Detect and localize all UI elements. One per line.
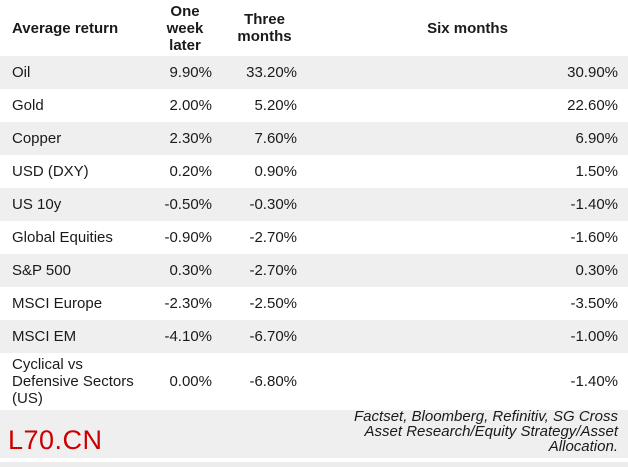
cell-one-week: -4.10%: [164, 328, 212, 345]
row-label: Gold: [12, 97, 44, 114]
average-returns-table: Average return One week later Three mont…: [0, 0, 628, 410]
row-label: Copper: [12, 130, 62, 147]
row-label: Cyclical vs Defensive Sectors (US): [12, 356, 134, 407]
cell-one-week: -0.50%: [164, 196, 212, 213]
cell-six-months: 22.60%: [567, 97, 618, 114]
row-label: MSCI EM: [12, 328, 77, 345]
cell-six-months: 30.90%: [567, 64, 618, 81]
table-row-usd-dxy: USD (DXY) 0.20% 0.90% 1.50%: [0, 155, 628, 188]
cell-six-months: 1.50%: [575, 163, 618, 180]
cell-one-week: 2.30%: [169, 130, 212, 147]
source-credit: Factset, Bloomberg, Refinitiv, SG Cross …: [354, 408, 618, 455]
cell-one-week: 0.30%: [169, 262, 212, 279]
row-label: US 10y: [12, 196, 62, 213]
row-label: Oil: [12, 64, 31, 81]
table-row-msci-em: MSCI EM -4.10% -6.70% -1.00%: [0, 320, 628, 353]
cell-three-months: -2.70%: [249, 229, 297, 246]
table-row-global-equities: Global Equities -0.90% -2.70% -1.60%: [0, 221, 628, 254]
table-row-oil: Oil 9.90% 33.20% 30.90%: [0, 56, 628, 89]
row-label: USD (DXY): [12, 163, 89, 180]
cell-one-week: 0.20%: [169, 163, 212, 180]
cell-three-months: -0.30%: [249, 196, 297, 213]
table-row-cyclical-vs-defensive: Cyclical vs Defensive Sectors (US) 0.00%…: [0, 353, 628, 410]
bottom-bar: [0, 462, 628, 467]
cell-one-week: 2.00%: [169, 97, 212, 114]
table-row-gold: Gold 2.00% 5.20% 22.60%: [0, 89, 628, 122]
cell-three-months: -6.70%: [249, 328, 297, 345]
source-footer: L70.CN Factset, Bloomberg, Refinitiv, SG…: [0, 408, 628, 458]
row-label: Global Equities: [12, 229, 113, 246]
table-row-us-10y: US 10y -0.50% -0.30% -1.40%: [0, 188, 628, 221]
cell-three-months: -2.70%: [249, 262, 297, 279]
cell-six-months: 0.30%: [575, 262, 618, 279]
row-label: MSCI Europe: [12, 295, 103, 312]
cell-one-week: 0.00%: [169, 373, 212, 390]
cell-six-months: -1.00%: [570, 328, 618, 345]
cell-three-months: -2.50%: [249, 295, 297, 312]
table-row-copper: Copper 2.30% 7.60% 6.90%: [0, 122, 628, 155]
footer-divider-gap: [0, 458, 628, 462]
cell-one-week: 9.90%: [169, 64, 212, 81]
cell-three-months: 0.90%: [254, 163, 297, 180]
row-label: S&P 500: [12, 262, 71, 279]
header-three-months: Three months: [222, 0, 307, 56]
watermark-ticker: L70.CN: [8, 425, 103, 455]
cell-six-months: -1.40%: [570, 196, 618, 213]
table-row-msci-europe: MSCI Europe -2.30% -2.50% -3.50%: [0, 287, 628, 320]
table-header-row: Average return One week later Three mont…: [0, 0, 628, 56]
cell-six-months: 6.90%: [575, 130, 618, 147]
cell-three-months: 5.20%: [254, 97, 297, 114]
cell-three-months: -6.80%: [249, 373, 297, 390]
cell-six-months: -1.60%: [570, 229, 618, 246]
cell-six-months: -3.50%: [570, 295, 618, 312]
cell-one-week: -0.90%: [164, 229, 212, 246]
cell-three-months: 33.20%: [246, 64, 297, 81]
header-six-months: Six months: [307, 0, 628, 56]
cell-six-months: -1.40%: [570, 373, 618, 390]
cell-three-months: 7.60%: [254, 130, 297, 147]
cell-one-week: -2.30%: [164, 295, 212, 312]
header-one-week-later: One week later: [148, 0, 222, 56]
header-average-return: Average return: [0, 0, 148, 56]
table-row-sp500: S&P 500 0.30% -2.70% 0.30%: [0, 254, 628, 287]
